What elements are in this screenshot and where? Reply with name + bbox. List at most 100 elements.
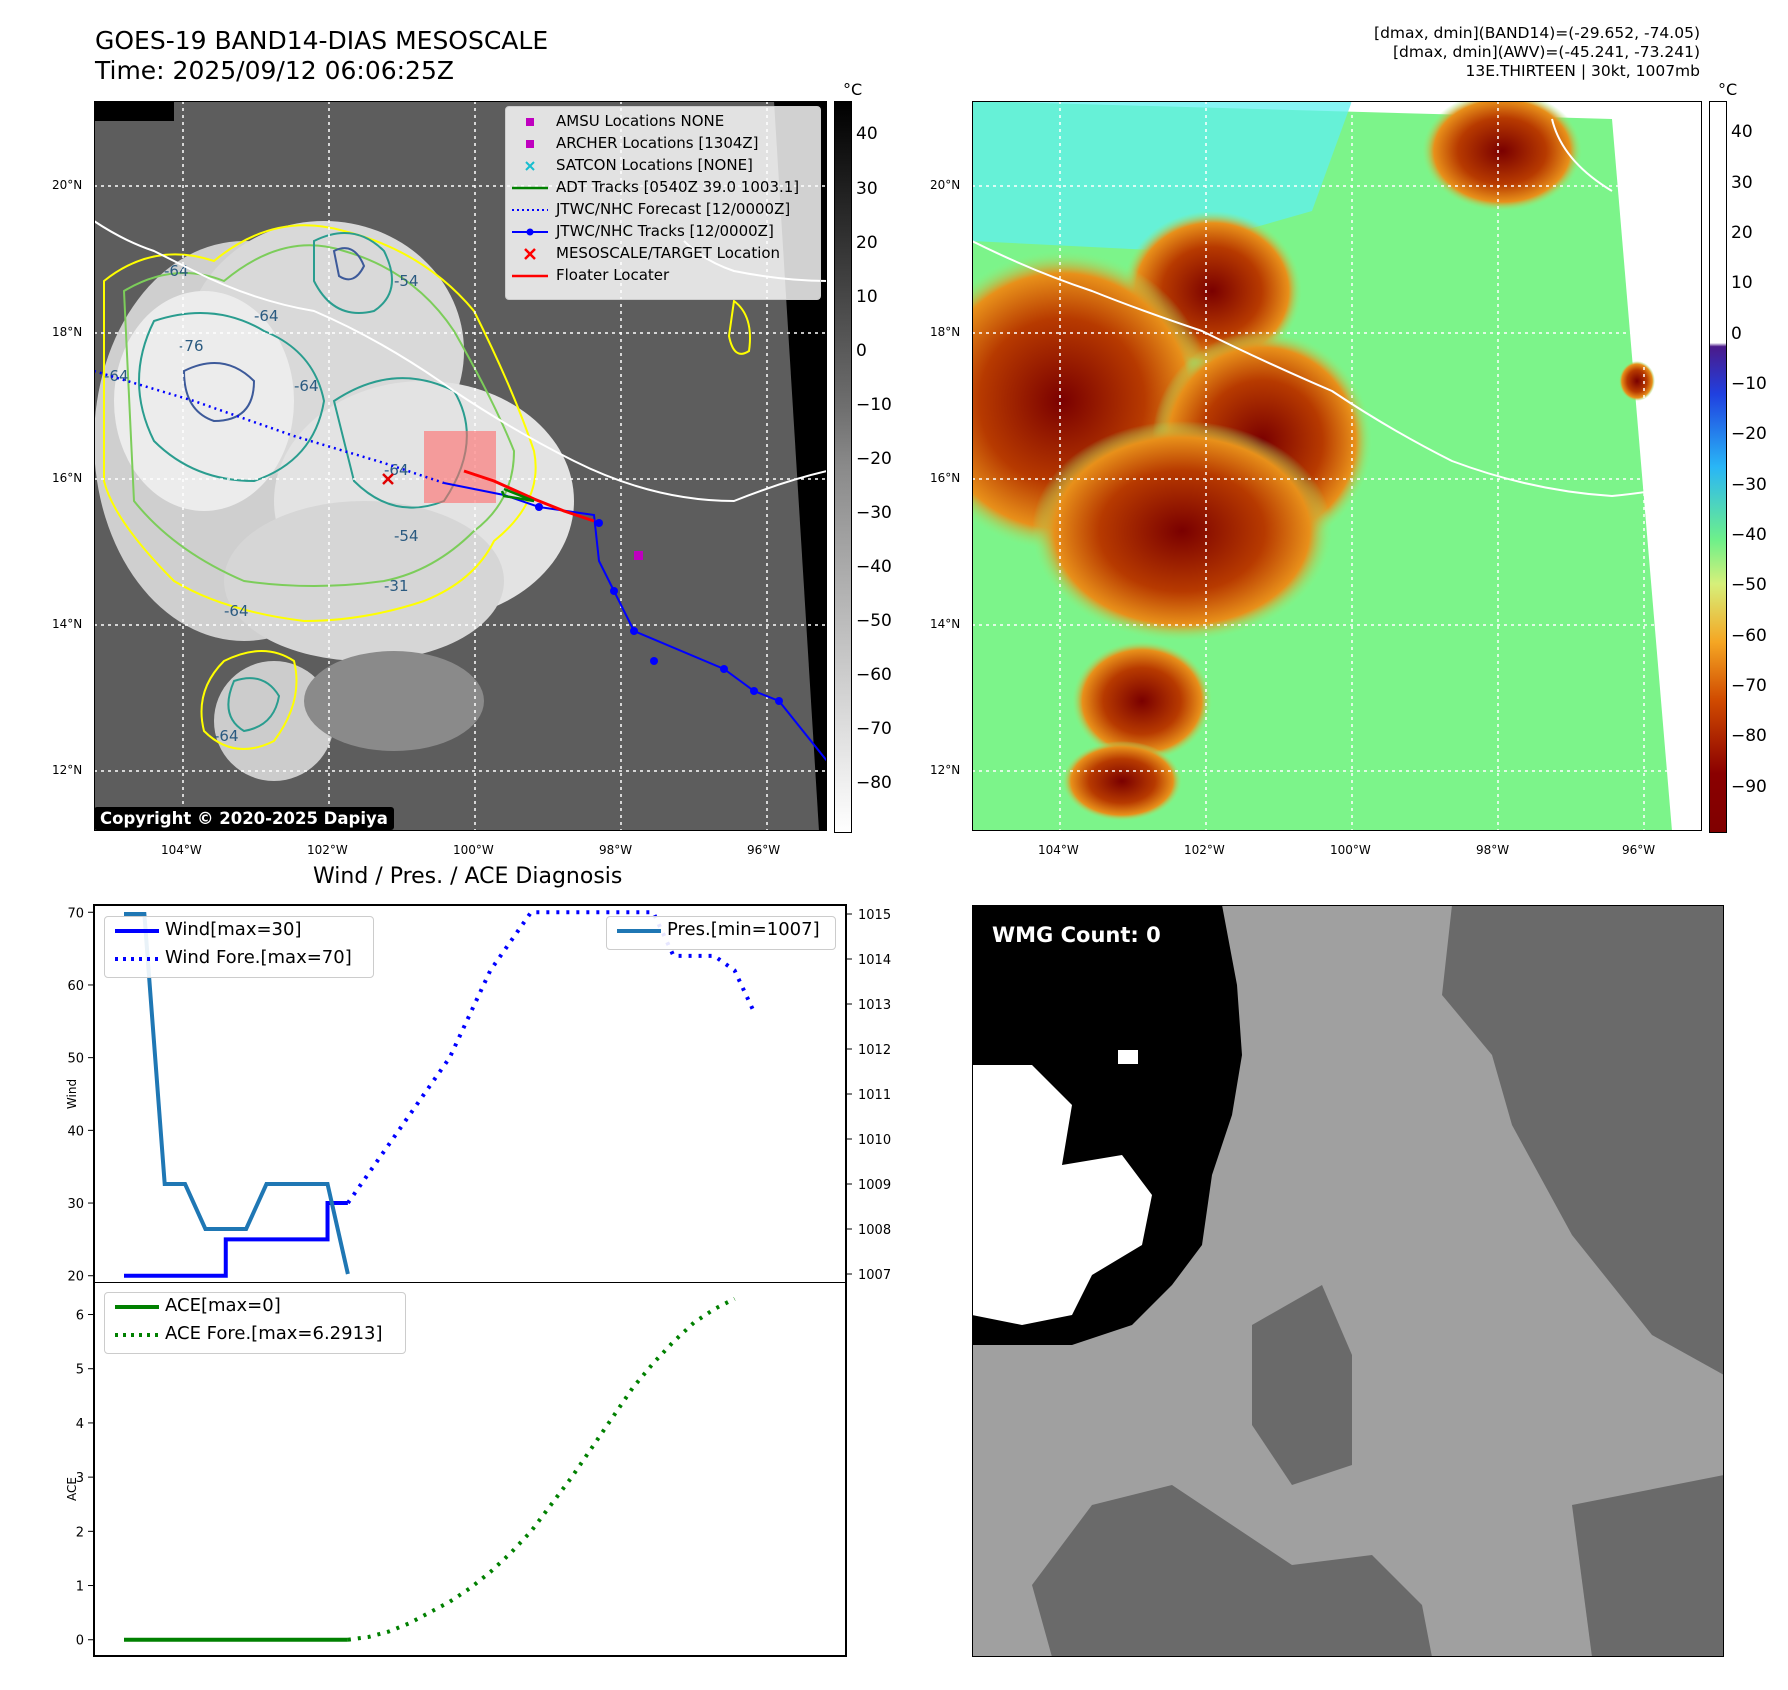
contour-label: -64 — [254, 307, 279, 325]
colorbar-tick-label: −60 — [1731, 625, 1767, 646]
y-tick-label: 0 — [76, 1634, 84, 1649]
colorbar-tick-label: −80 — [1731, 726, 1767, 747]
contour-label: -31 — [384, 577, 409, 595]
archer-marker — [634, 551, 643, 560]
contour-label: -64 — [224, 602, 249, 620]
lon-label: 100°W — [453, 843, 494, 857]
colorbar-tick-label: −40 — [856, 557, 892, 578]
colorbar-tick-label: −30 — [1731, 474, 1767, 495]
legend-pressure: Pres.[min=1007] — [617, 919, 820, 940]
y2-tick-label: 1011 — [858, 1088, 891, 1103]
adt-track — [500, 487, 535, 503]
colorbar-tick-label: 10 — [1731, 273, 1753, 294]
colorbar-tick-label: −10 — [856, 394, 892, 415]
pressure-legend: Pres.[min=1007] — [606, 916, 836, 950]
forecast-track — [94, 369, 445, 485]
y-axis-label: ACE — [65, 1477, 79, 1501]
y2-tick-label: 1015 — [858, 908, 891, 923]
awv-map — [972, 101, 1702, 831]
y-tick-label: 30 — [67, 1197, 84, 1212]
figure-title: GOES-19 BAND14-DIAS MESOSCALE — [95, 26, 549, 55]
ace-chart: 0 1 2 3 4 5 6 ACE — [65, 1282, 847, 1657]
coastline — [972, 240, 1702, 498]
lon-label: 102°W — [1184, 843, 1225, 857]
awv-range: [dmax, dmin](AWV)=(-45.241, -73.241) — [1393, 43, 1700, 61]
y-tick-label: 20 — [67, 1270, 84, 1285]
colorbar-tick-label: −50 — [856, 611, 892, 632]
lat-label: 16°N — [930, 471, 961, 485]
floater-track — [463, 469, 595, 523]
ir-colorbar-unit: °C — [843, 80, 863, 99]
lat-label: 20°N — [52, 178, 83, 192]
awv-colorbar — [1709, 101, 1727, 833]
colorbar-tick-label: −70 — [856, 719, 892, 740]
colorbar-tick-label: 10 — [856, 286, 878, 307]
contour-label: -64 — [384, 461, 409, 479]
colorbar-tick-label: −60 — [856, 665, 892, 686]
legend-wind: Wind[max=30] — [115, 919, 302, 940]
legend-ace: ACE[max=0] — [115, 1295, 281, 1316]
y-tick-label: 3 — [76, 1471, 84, 1486]
wind-legend: Wind[max=30] Wind Fore.[max=70] — [104, 916, 374, 978]
contour-label: -64 — [214, 727, 239, 745]
contour-label: -64 — [164, 262, 189, 280]
series-line-1 — [347, 1296, 736, 1642]
lat-label: 18°N — [52, 325, 83, 339]
colorbar-tick-label: 0 — [1731, 323, 1742, 344]
y2-tick-label: 1014 — [858, 953, 891, 968]
lat-label: 16°N — [52, 471, 83, 485]
colorbar-tick-label: −40 — [1731, 524, 1767, 545]
lat-label: 12°N — [52, 763, 83, 777]
contour-label: -54 — [394, 527, 419, 545]
colorbar-tick-label: −10 — [1731, 373, 1767, 394]
y-tick-label: 1 — [76, 1580, 84, 1595]
y-tick-label: 4 — [76, 1417, 84, 1432]
series-line-0 — [124, 1201, 348, 1278]
target-marker — [382, 473, 394, 485]
wmg-panel — [972, 905, 1724, 1657]
y2-tick-label: 1010 — [858, 1133, 891, 1148]
copyright-label: Copyright © 2020-2025 Dapiya — [94, 807, 394, 830]
lon-label: 100°W — [1330, 843, 1371, 857]
colorbar-tick-label: 30 — [856, 178, 878, 199]
lon-label: 104°W — [161, 843, 202, 857]
colorbar-tick-label: 40 — [856, 124, 878, 145]
lon-label: 98°W — [599, 843, 633, 857]
storm-info: 13E.THIRTEEN | 30kt, 1007mb — [1465, 62, 1700, 80]
colorbar-tick-label: −20 — [1731, 424, 1767, 445]
colorbar-tick-label: −80 — [856, 773, 892, 794]
colorbar-tick-label: 20 — [856, 232, 878, 253]
legend-ace-forecast: ACE Fore.[max=6.2913] — [115, 1323, 383, 1344]
wmg-count: WMG Count: 0 — [984, 920, 1169, 950]
band14-range: [dmax, dmin](BAND14)=(-29.652, -74.05) — [1374, 24, 1700, 42]
lon-label: 102°W — [307, 843, 348, 857]
lat-label: 18°N — [930, 325, 961, 339]
contour-label: -76 — [179, 337, 204, 355]
lon-label: 104°W — [1038, 843, 1079, 857]
y-tick-label: 40 — [67, 1124, 84, 1139]
lon-label: 96°W — [1622, 843, 1656, 857]
colorbar-tick-label: 0 — [856, 340, 867, 361]
colorbar-tick-label: −70 — [1731, 676, 1767, 696]
y-tick-label: 60 — [67, 979, 84, 994]
colorbar-tick-label: 30 — [1731, 172, 1753, 193]
y2-tick-label: 1007 — [858, 1268, 891, 1283]
figure-time: Time: 2025/09/12 06:06:25Z — [95, 56, 454, 85]
y-tick-label: 50 — [67, 1052, 84, 1067]
y-tick-label: 70 — [67, 906, 84, 921]
map-legend: AMSU Locations NONE ARCHER Locations [13… — [505, 106, 821, 300]
y-axis-label: Wind — [65, 1079, 79, 1109]
y-tick-label: 6 — [76, 1309, 84, 1324]
colorbar-tick-label: 40 — [1731, 122, 1753, 143]
contour-label: -64 — [294, 377, 319, 395]
y-tick-label: 5 — [76, 1363, 84, 1378]
lat-label: 20°N — [930, 178, 961, 192]
lon-label: 98°W — [1476, 843, 1510, 857]
legend-wind-forecast: Wind Fore.[max=70] — [115, 947, 352, 968]
colorbar-tick-label: −20 — [856, 448, 892, 469]
y2-tick-label: 1008 — [858, 1223, 891, 1238]
coastline — [94, 220, 827, 503]
ace-legend: ACE[max=0] ACE Fore.[max=6.2913] — [104, 1292, 406, 1354]
lat-label: 12°N — [930, 763, 961, 777]
